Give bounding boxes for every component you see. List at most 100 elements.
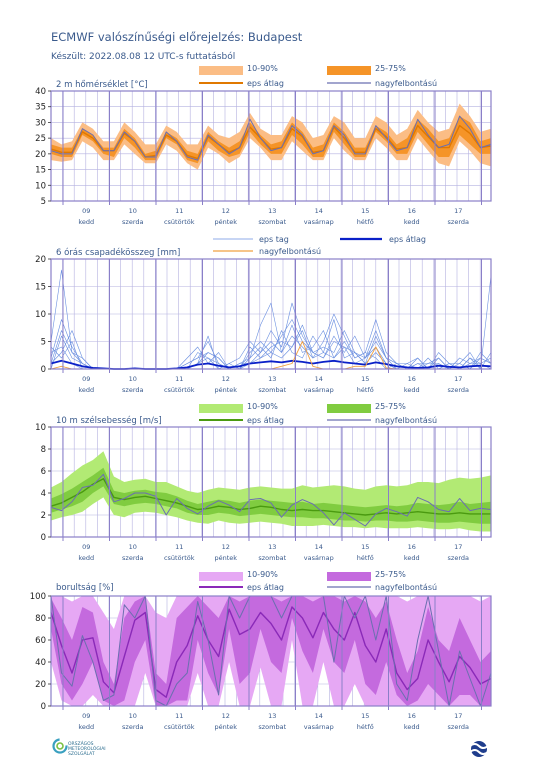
day-number-label: 17 (454, 375, 462, 383)
legend-label-hires: nagyfelbontású (375, 583, 437, 592)
panel-title: borultság [%] (56, 583, 114, 593)
day-number-label: 09 (82, 712, 90, 720)
legend-label-mean: eps átlag (389, 235, 426, 244)
day-name-label: szerda (448, 218, 469, 226)
day-number-label: 13 (268, 712, 276, 720)
day-name-label: kedd (78, 554, 94, 562)
panel-title: 2 m hőmérséklet [°C] (56, 79, 148, 90)
page-title: ECMWF valószínűségi előrejelzés: Budapes… (51, 30, 303, 44)
day-name-label: kedd (78, 218, 94, 226)
band-10-90 (51, 103, 491, 170)
hires-line (50, 115, 492, 161)
hires-line (50, 473, 492, 527)
day-name-label: szerda (122, 386, 143, 394)
day-name-label: vasárnap (304, 218, 334, 226)
day-name-label: szombat (258, 723, 286, 731)
y-tick-label: 10 (35, 310, 46, 320)
legend-label-mean: eps átlag (247, 416, 284, 425)
y-tick-label: 4 (41, 489, 46, 499)
day-name-label: csütörtök (164, 554, 195, 562)
day-number-label: 15 (361, 712, 369, 720)
ecmwf-logo-icon (469, 741, 489, 757)
day-number-label: 17 (454, 543, 462, 551)
y-tick-label: 80 (35, 614, 46, 624)
day-name-label: péntek (214, 723, 237, 731)
day-name-label: csütörtök (164, 386, 195, 394)
day-number-label: 12 (222, 375, 230, 383)
day-number-label: 10 (129, 207, 137, 215)
day-number-label: 15 (361, 543, 369, 551)
y-tick-label: 15 (35, 283, 46, 293)
y-tick-label: 20 (35, 150, 46, 160)
day-number-label: 17 (454, 207, 462, 215)
day-number-label: 09 (82, 375, 90, 383)
y-tick-label: 25 (35, 134, 46, 144)
panel-wind (48, 404, 492, 541)
day-name-label: hétfő (357, 722, 374, 731)
day-number-label: 16 (408, 207, 416, 215)
mean-line (50, 606, 492, 698)
day-name-label: szombat (258, 554, 286, 562)
y-tick-label: 20 (35, 255, 46, 265)
day-name-label: szerda (448, 386, 469, 394)
band-25-75 (51, 116, 491, 164)
day-number-label: 13 (268, 543, 276, 551)
legend-label-inner: 25-75% (375, 64, 406, 73)
legend-label-inner: 25-75% (375, 402, 406, 411)
plot-frame (50, 90, 492, 202)
day-name-label: kedd (78, 386, 94, 394)
omsz-logo-text: ORSZÁGOS METEOROLÓGIAI SZOLGÁLAT (68, 742, 106, 757)
plot-frame (50, 426, 492, 538)
y-tick-label: 0 (41, 365, 46, 375)
day-name-label: csütörtök (164, 218, 195, 226)
band-25-75 (51, 596, 491, 706)
day-name-label: szerda (448, 554, 469, 562)
mean-line (50, 124, 492, 160)
day-number-label: 09 (82, 207, 90, 215)
day-name-label: kedd (404, 218, 420, 226)
y-tick-label: 60 (35, 636, 46, 646)
day-name-label: hétfő (357, 217, 374, 226)
day-number-label: 09 (82, 543, 90, 551)
day-number-label: 14 (315, 543, 323, 551)
legend-swatch-inner (327, 404, 371, 413)
y-tick-label: 20 (35, 680, 46, 690)
y-tick-label: 15 (35, 166, 46, 176)
day-number-label: 12 (222, 207, 230, 215)
legend-label-outer: 10-90% (247, 402, 278, 411)
day-name-label: hétfő (357, 385, 374, 394)
day-name-label: vasárnap (304, 723, 334, 731)
y-tick-label: 35 (35, 103, 46, 113)
legend-label-hires: nagyfelbontású (259, 247, 321, 256)
legend-swatch-outer (199, 66, 243, 75)
day-name-label: szombat (258, 218, 286, 226)
day-name-label: kedd (78, 723, 94, 731)
mean-line (50, 478, 491, 516)
legend-label-outer: 10-90% (247, 64, 278, 73)
day-name-label: szerda (122, 723, 143, 731)
day-number-label: 13 (268, 207, 276, 215)
day-number-label: 10 (129, 712, 137, 720)
panel-precip (48, 237, 492, 373)
y-tick-label: 2 (41, 511, 46, 521)
day-number-label: 16 (408, 375, 416, 383)
day-number-label: 10 (129, 543, 137, 551)
plot-frame (50, 595, 492, 707)
legend-label-mean: eps átlag (247, 583, 284, 592)
day-name-label: vasárnap (304, 386, 334, 394)
y-tick-label: 0 (41, 533, 46, 543)
panel-temp (48, 66, 492, 205)
legend-label-outer: 10-90% (247, 570, 278, 579)
y-tick-label: 30 (35, 118, 46, 128)
legend-swatch-outer (199, 404, 243, 413)
run-subtitle: Készült: 2022.08.08 12 UTC-s futtatásból (51, 52, 236, 62)
panel-title: 6 órás csapadékösszeg [mm] (56, 247, 180, 258)
omsz-logo-icon (52, 738, 68, 754)
day-name-label: szerda (122, 218, 143, 226)
legend-label-mean: eps átlag (247, 79, 284, 88)
day-name-label: kedd (404, 386, 420, 394)
y-tick-label: 40 (35, 87, 46, 97)
day-number-label: 16 (408, 712, 416, 720)
legend-swatch-inner (327, 66, 371, 75)
